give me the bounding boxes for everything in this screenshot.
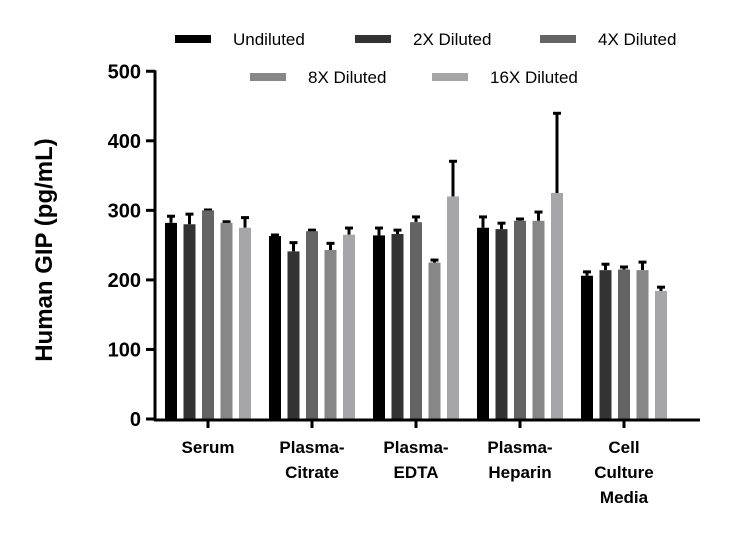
y-tick-label: 400: [108, 131, 141, 153]
bar: [655, 291, 667, 419]
bar: [410, 222, 422, 419]
bar: [618, 269, 630, 419]
legend-label: 2X Diluted: [413, 30, 491, 49]
bar: [183, 224, 196, 419]
bar: [599, 270, 612, 419]
bar: [532, 220, 545, 419]
y-axis-label: Human GIP (pg/mL): [31, 138, 58, 362]
legend-item: 4X Diluted: [540, 30, 676, 49]
y-tick-label: 0: [130, 409, 141, 431]
legend-swatch: [355, 35, 391, 43]
bar: [373, 235, 385, 419]
y-tick-label: 300: [108, 200, 141, 222]
legend-swatch: [432, 73, 468, 81]
bar: [477, 227, 489, 419]
axes: 0 100 200 300 400 500 Serum Plasma-Citrate Plasm…: [108, 61, 700, 507]
legend: Undiluted 2X Diluted 4X Diluted 8X Diluted 1…: [175, 30, 676, 87]
bar: [551, 192, 563, 419]
legend-item: 8X Diluted: [250, 68, 386, 87]
bar: [428, 262, 441, 419]
x-tick-label: Plasma-EDTA: [383, 438, 448, 482]
legend-label: Undiluted: [233, 30, 305, 49]
bars: [165, 111, 667, 419]
legend-swatch: [175, 35, 211, 43]
legend-item: 2X Diluted: [355, 30, 491, 49]
x-tick-label: Plasma-Heparin: [487, 438, 552, 482]
bar: [220, 222, 233, 419]
y-tick-label: 500: [108, 61, 141, 83]
bar: [287, 251, 300, 419]
bar: [343, 234, 355, 419]
legend-label: 4X Diluted: [598, 30, 676, 49]
legend-label: 8X Diluted: [308, 68, 386, 87]
bar: [269, 236, 281, 419]
x-tick-label: Plasma-Citrate: [279, 438, 344, 482]
bar: [495, 229, 508, 419]
x-tick-label: Cell Culture Media: [594, 438, 654, 507]
bar: [514, 220, 526, 419]
legend-item: 16X Diluted: [432, 68, 578, 87]
bar: [447, 196, 459, 419]
bar: [165, 222, 177, 419]
bar: [239, 227, 251, 419]
legend-swatch: [540, 35, 576, 43]
bar: [636, 270, 649, 419]
bar: [391, 233, 404, 419]
x-tick-label: Serum: [182, 438, 235, 457]
legend-item: Undiluted: [175, 30, 305, 49]
bar: [202, 210, 214, 419]
legend-swatch: [250, 73, 286, 81]
bar: [324, 249, 337, 419]
legend-label: 16X Diluted: [490, 68, 578, 87]
bar: [581, 275, 593, 419]
y-tick-label: 200: [108, 270, 141, 292]
bar: [306, 231, 318, 419]
y-tick-label: 100: [108, 339, 141, 361]
